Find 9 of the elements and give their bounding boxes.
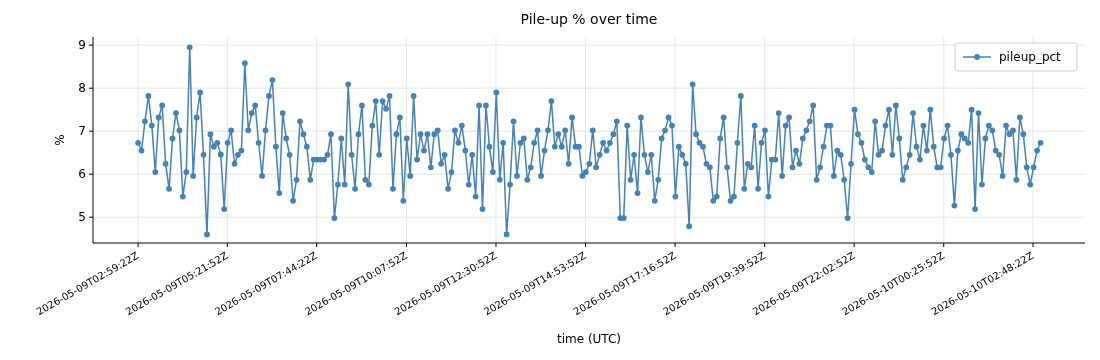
legend-label: pileup_pct — [999, 49, 1062, 64]
y-tick-label: 8 — [78, 80, 86, 95]
y-tick-label: 7 — [78, 123, 86, 138]
y-axis-title: % — [53, 134, 67, 146]
chart-title: Pile-up % over time — [520, 11, 658, 27]
y-tick-label: 9 — [78, 37, 86, 52]
x-axis-title: time (UTC) — [556, 332, 622, 346]
y-tick-label: 6 — [78, 166, 86, 181]
y-tick-label: 5 — [78, 209, 86, 224]
